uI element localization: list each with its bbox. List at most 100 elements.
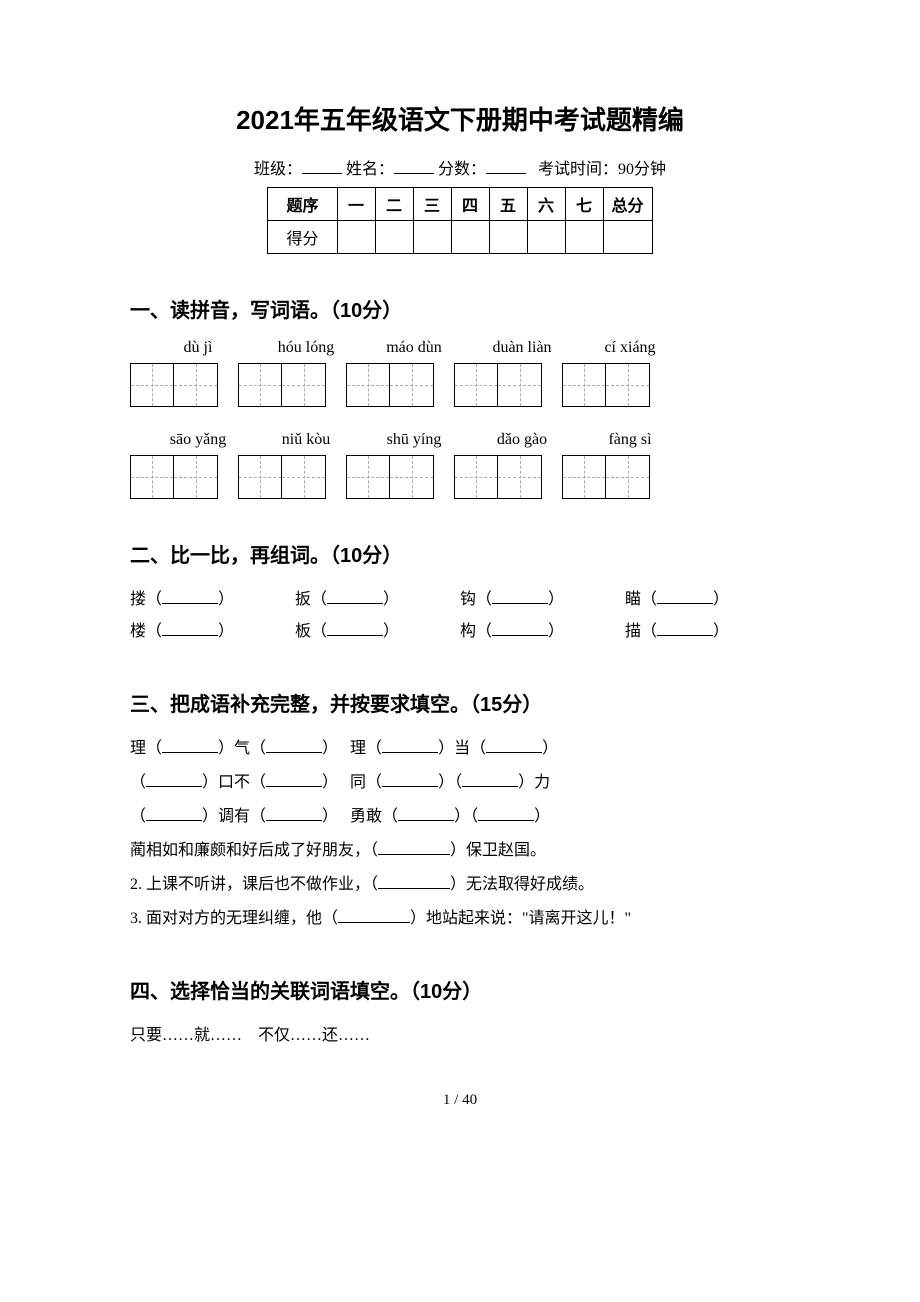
text: 2. 上课不听讲，课后也不做作业，（ [130,876,378,893]
name-label: 姓名： [346,161,394,178]
char-cell[interactable] [346,363,390,407]
fill-blank[interactable] [462,771,518,787]
fill-blank[interactable] [486,737,542,753]
score-blank[interactable] [486,158,526,174]
fill-blank[interactable] [492,620,548,636]
fill-blank[interactable] [338,907,410,923]
fill-blank[interactable] [492,588,548,604]
sentence-line: 3. 面对对方的无理纠缠，他（）地站起来说："请离开这儿！" [130,903,790,935]
char-cell[interactable] [606,455,650,499]
fill-blank[interactable] [657,620,713,636]
text: ）保卫赵国。 [450,842,546,859]
col-6: 六 [527,188,565,221]
char-cell[interactable] [282,455,326,499]
section-3-heading: 三、把成语补充完整，并按要求填空。（15分） [130,688,790,717]
char-cell[interactable] [454,455,498,499]
score-cell[interactable] [413,221,451,254]
pinyin-text: dǎo gào [468,431,576,449]
char-cell[interactable] [346,455,390,499]
fill-blank[interactable] [378,839,450,855]
col-label: 题序 [268,188,337,221]
header-info: 班级： 姓名： 分数： 考试时间：90分钟 [130,155,790,179]
class-blank[interactable] [302,158,342,174]
fill-blank[interactable] [162,620,218,636]
fill-blank[interactable] [382,737,438,753]
score-cell[interactable] [527,221,565,254]
score-label: 分数： [438,161,486,178]
char-pair [346,455,434,499]
pinyin-text: fàng sì [576,431,684,449]
text: （ [130,774,146,791]
fill-blank[interactable] [327,588,383,604]
char-cell[interactable] [174,455,218,499]
col-2: 二 [375,188,413,221]
pinyin-text: dù jì [144,339,252,357]
score-cell[interactable] [375,221,413,254]
section-1-heading: 一、读拼音，写词语。（10分） [130,294,790,323]
fill-blank[interactable] [146,771,202,787]
fill-blank[interactable] [382,771,438,787]
fill-blank[interactable] [162,737,218,753]
idiom-line: （）调有（） 勇敢（）（） [130,801,790,833]
text: 同（ [350,774,382,791]
text: ）（ [438,774,462,791]
char-cell[interactable] [454,363,498,407]
page-number: 1 / 40 [130,1092,790,1109]
char-cell[interactable] [390,363,434,407]
fill-blank[interactable] [266,737,322,753]
score-table-header-row: 题序 一 二 三 四 五 六 七 总分 [268,188,652,221]
char-pair [238,363,326,407]
score-cell[interactable] [337,221,375,254]
score-cell[interactable] [565,221,603,254]
fill-blank[interactable] [266,771,322,787]
score-cell[interactable] [451,221,489,254]
text: ） [322,808,338,825]
fill-blank[interactable] [398,805,454,821]
char-cell[interactable] [282,363,326,407]
char-cell[interactable] [238,363,282,407]
char-pair [562,455,650,499]
char-pair [454,455,542,499]
char-cell[interactable] [498,455,542,499]
fill-blank[interactable] [162,588,218,604]
text: ）气（ [218,740,266,757]
fill-blank[interactable] [378,873,450,889]
score-cell[interactable] [489,221,527,254]
char-cell[interactable] [130,455,174,499]
char-cell[interactable] [238,455,282,499]
col-total: 总分 [603,188,652,221]
score-cell[interactable] [603,221,652,254]
char-cell[interactable] [390,455,434,499]
char-cell[interactable] [130,363,174,407]
char-pair [562,363,650,407]
fill-blank[interactable] [478,805,534,821]
char-cell[interactable] [562,363,606,407]
text: （ [130,808,146,825]
char-cell[interactable] [562,455,606,499]
char-cell[interactable] [606,363,650,407]
pinyin-row-2: sāo yǎng niǔ kòu shū yíng dǎo gào fàng s… [130,431,790,449]
word-compare-row-1: 搂（） 扳（） 钩（） 瞄（） [130,584,790,616]
pinyin-text: hóu lóng [252,339,360,357]
score-table-score-row: 得分 [268,221,652,254]
fill-blank[interactable] [146,805,202,821]
fill-blank[interactable] [327,620,383,636]
char-pair [454,363,542,407]
col-1: 一 [337,188,375,221]
section-2-body: 搂（） 扳（） 钩（） 瞄（） 楼（） 板（） 构（） 描（） [130,584,790,648]
text: 3. 面对对方的无理纠缠，他（ [130,910,338,927]
score-table: 题序 一 二 三 四 五 六 七 总分 得分 [267,187,652,254]
pinyin-text: máo dùn [360,339,468,357]
text: ） [322,774,338,791]
fill-blank[interactable] [266,805,322,821]
text: ） [534,808,550,825]
fill-blank[interactable] [657,588,713,604]
char-cell[interactable] [174,363,218,407]
name-blank[interactable] [394,158,434,174]
idiom-line: 理（）气（） 理（）当（） [130,733,790,765]
char-cell[interactable] [498,363,542,407]
conjunction-option: 只要……就…… [130,1027,242,1044]
pinyin-text: niǔ kòu [252,431,360,449]
char-pair [130,363,218,407]
char-grid-row-1 [130,363,790,407]
